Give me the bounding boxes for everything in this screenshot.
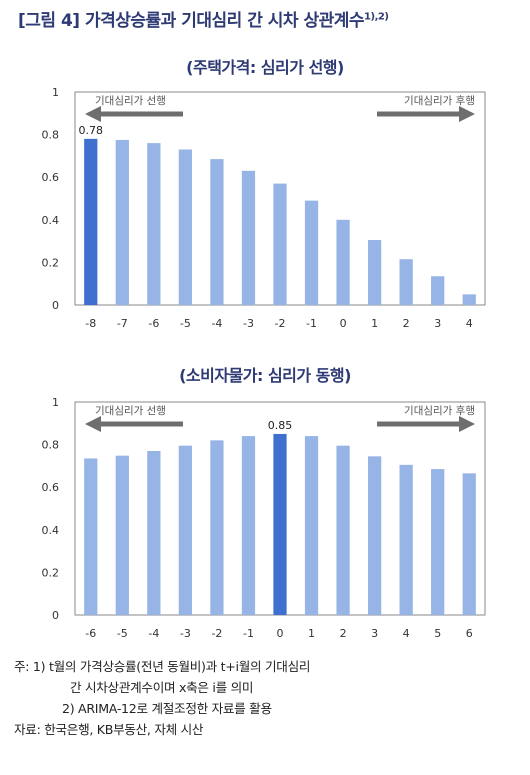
bar-4 <box>462 294 476 305</box>
bar--4 <box>210 159 224 305</box>
bar--7 <box>115 139 129 305</box>
bar-3 <box>431 276 445 305</box>
y-tick-label: 0.6 <box>42 481 60 494</box>
x-tick-label: 4 <box>466 317 473 330</box>
right-arrow-label: 기대심리가 후행 <box>404 95 475 107</box>
bar--2 <box>210 440 224 615</box>
bar-1 <box>304 436 319 615</box>
chart-consumer-price: 0 0.2 0.4 0.6 0.8 1 -6 -5 -4 -3 -2 -1 0 0.85 1 2 3 4 5 6 기대심… <box>42 396 486 640</box>
bar-5 <box>431 469 445 615</box>
x-tick-label: 6 <box>466 627 473 640</box>
note-1-cont: 간 시차상관계수이며 x축은 i를 의미 <box>70 680 254 695</box>
left-arrow-head <box>85 416 101 432</box>
note-1: 주: 1) t월의 가격상승률(전년 동월비)과 t+i월의 기대심리 <box>14 659 311 674</box>
x-tick-label: -2 <box>211 627 222 640</box>
y-tick-label: 0.4 <box>42 214 60 227</box>
x-tick-label: -8 <box>85 317 96 330</box>
x-tick-label: -1 <box>243 627 254 640</box>
x-tick-label: 3 <box>371 627 378 640</box>
bar--8 <box>84 138 98 305</box>
y-tick-label: 0.8 <box>42 129 60 142</box>
figure-title: [그림 4] 가격상승률과 기대심리 간 시차 상관계수1),2) <box>18 6 389 31</box>
x-tick-label: -2 <box>275 317 286 330</box>
bar--4 <box>147 450 161 615</box>
y-tick-label: 0.2 <box>42 256 60 269</box>
chart-2-title: (소비자물가: 심리가 동행) <box>179 366 351 385</box>
bar--2 <box>273 183 287 305</box>
bar-0 <box>273 433 287 615</box>
bar--6 <box>147 143 161 305</box>
x-tick-label: -1 <box>306 317 317 330</box>
x-tick-label: -5 <box>180 317 191 330</box>
x-tick-label: -4 <box>148 627 159 640</box>
x-tick-label: 1 <box>371 317 378 330</box>
bar-2 <box>399 259 413 305</box>
notes: 주: 1) t월의 가격상승률(전년 동월비)과 t+i월의 기대심리 간 시차… <box>14 656 310 740</box>
source: 자료: 한국은행, KB부동산, 자체 시산 <box>14 722 204 737</box>
x-tick-label: -4 <box>211 317 222 330</box>
data-label: 0.85 <box>268 419 293 432</box>
y-tick-label: 0.4 <box>42 524 60 537</box>
bar--1 <box>241 436 256 615</box>
y-tick-label: 0.8 <box>42 439 60 452</box>
y-tick-label: 0 <box>52 609 59 622</box>
bar-6 <box>462 473 476 615</box>
x-tick-label: -3 <box>243 317 254 330</box>
y-tick-label: 0.6 <box>42 171 60 184</box>
figure-title-sup: 1),2) <box>364 11 389 23</box>
bar--3 <box>178 445 193 615</box>
x-tick-label: 0 <box>277 627 284 640</box>
x-tick-label: 0 <box>340 317 347 330</box>
bar--1 <box>304 200 319 305</box>
bar--3 <box>241 170 256 305</box>
y-tick-label: 0 <box>52 299 59 312</box>
bar-3 <box>367 456 382 615</box>
figure-title-text: [그림 4] 가격상승률과 기대심리 간 시차 상관계수 <box>18 11 365 31</box>
left-arrow-label: 기대심리가 선행 <box>95 95 166 107</box>
x-tick-label: 2 <box>403 317 410 330</box>
left-arrow-label: 기대심리가 선행 <box>95 405 166 417</box>
x-tick-label: 1 <box>308 627 315 640</box>
chart-housing-price: 0 0.2 0.4 0.6 0.8 1 -8 0.78 -7 -6 -5 -4 -3 -2 -1 0 1 2 3 4 기… <box>42 86 486 330</box>
right-arrow-head <box>459 416 475 432</box>
x-tick-label: 3 <box>434 317 441 330</box>
bar-0 <box>336 219 350 305</box>
x-tick-label: -6 <box>85 627 96 640</box>
bar--5 <box>178 149 193 305</box>
right-arrow-label: 기대심리가 후행 <box>404 405 475 417</box>
data-label: 0.78 <box>79 124 104 137</box>
right-arrow-head <box>459 106 475 122</box>
x-tick-label: -7 <box>117 317 128 330</box>
bar-4 <box>399 464 413 615</box>
left-arrow-head <box>85 106 101 122</box>
y-tick-label: 1 <box>52 86 59 99</box>
bar--5 <box>115 455 129 615</box>
chart-1-title: (주택가격: 심리가 선행) <box>186 58 344 77</box>
x-tick-label: 5 <box>434 627 441 640</box>
x-tick-label: 2 <box>340 627 347 640</box>
y-tick-label: 1 <box>52 396 59 409</box>
x-tick-label: -5 <box>117 627 128 640</box>
bar-1 <box>367 240 382 305</box>
x-tick-label: -3 <box>180 627 191 640</box>
x-tick-label: -6 <box>148 317 159 330</box>
y-tick-label: 0.2 <box>42 566 60 579</box>
x-tick-label: 4 <box>403 627 410 640</box>
note-2: 2) ARIMA-12로 계절조정한 자료를 활용 <box>62 701 272 716</box>
bar--6 <box>84 458 98 615</box>
bar-2 <box>336 445 350 615</box>
